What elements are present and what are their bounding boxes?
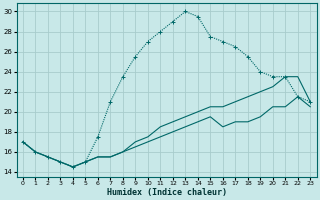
X-axis label: Humidex (Indice chaleur): Humidex (Indice chaleur) [107, 188, 227, 197]
